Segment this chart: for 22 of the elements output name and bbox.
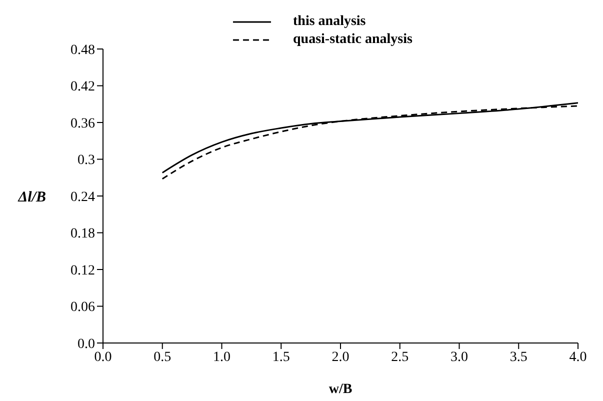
x-tick-label: 3.5 <box>510 350 528 365</box>
y-axis-title: Δl/B <box>17 189 46 206</box>
x-tick-label: 2.0 <box>332 350 350 365</box>
x-tick-label: 4.0 <box>569 350 587 365</box>
x-tick-label: 1.0 <box>213 350 230 365</box>
x-tick-label: 1.5 <box>272 350 290 365</box>
legend-label: this analysis <box>293 13 367 31</box>
y-tick-label: 0.3 <box>78 153 95 168</box>
y-tick-label: 0.24 <box>70 190 95 205</box>
y-tick-label: 0.06 <box>70 300 95 316</box>
y-tick-label: 0.48 <box>70 42 95 58</box>
y-tick-label: 0.12 <box>70 263 95 278</box>
x-tick-label: 2.5 <box>391 350 409 365</box>
legend-label: quasi-static analysis <box>293 31 414 49</box>
x-tick-label: 3.0 <box>450 350 468 365</box>
y-tick-label: 0.36 <box>70 116 95 132</box>
x-axis-title: w/B <box>328 382 352 397</box>
y-tick-label: 0.0 <box>78 336 95 352</box>
y-tick-label: 0.18 <box>70 226 95 242</box>
y-tick-label: 0.42 <box>70 80 95 95</box>
x-tick-label: 0.5 <box>154 350 172 365</box>
x-tick-label: 0.0 <box>94 350 112 365</box>
